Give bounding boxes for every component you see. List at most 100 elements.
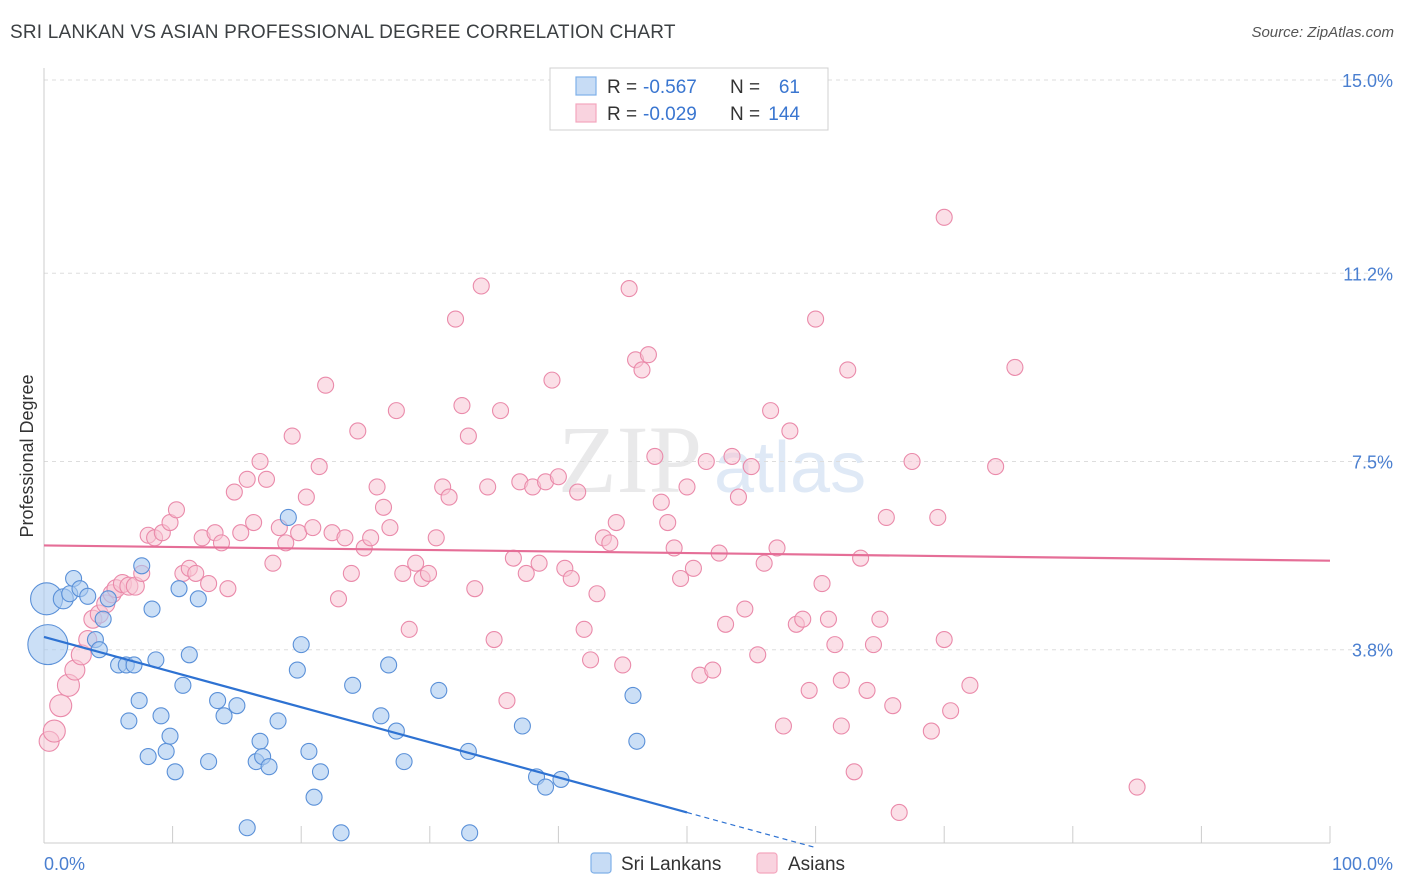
sri-lankan-point: [228, 697, 246, 715]
sri-lankan-point: [170, 580, 188, 598]
sri-lankan-point: [288, 661, 306, 679]
asian-point: [794, 610, 812, 628]
asian-point: [336, 529, 354, 547]
asian-point: [723, 447, 741, 465]
asian-point: [485, 630, 503, 649]
asian-point: [304, 519, 322, 537]
legend-sri-lankans-label: Sri Lankans: [621, 854, 721, 875]
asian-point: [368, 478, 386, 496]
asian-point: [807, 310, 825, 328]
asian-point: [922, 722, 940, 740]
asian-point: [543, 371, 561, 389]
asian-point: [877, 508, 895, 527]
asian-point: [736, 600, 754, 618]
sri-lankan-point: [174, 676, 192, 694]
asian-point: [349, 422, 367, 440]
asian-point: [755, 554, 773, 572]
y-tick-label: 7.5%: [1352, 453, 1393, 473]
y-tick-label: 3.8%: [1352, 641, 1393, 661]
asian-point: [620, 280, 638, 298]
asian-point: [374, 498, 393, 516]
y-tick-label: 15.0%: [1342, 71, 1393, 91]
asian-point: [729, 488, 747, 506]
legend-r-value-2: -0.029: [643, 104, 697, 125]
asian-point: [453, 396, 471, 415]
asian-point: [819, 610, 838, 628]
asian-point: [717, 615, 735, 633]
asian-point: [614, 656, 632, 674]
asian-point: [762, 402, 780, 420]
asian-point: [459, 427, 477, 445]
asian-point: [251, 452, 269, 471]
tick-labels: 3.8% 7.5% 11.2% 15.0% 0.0% 100.0%: [44, 71, 1393, 874]
asian-point: [219, 580, 237, 598]
asian-point: [942, 702, 960, 720]
sri-lankan-point: [139, 747, 157, 766]
legend-r-value-1: -0.567: [643, 77, 697, 98]
asian-point: [297, 488, 315, 506]
asian-point: [633, 361, 651, 379]
asian-point: [1128, 778, 1146, 796]
y-tick-label: 11.2%: [1343, 264, 1393, 284]
sri-lankan-point: [461, 824, 479, 842]
asian-point: [601, 534, 619, 552]
legend-asians-swatch: [756, 852, 778, 874]
asian-point: [800, 681, 818, 699]
asian-point: [929, 508, 947, 527]
asian-point: [672, 569, 690, 588]
asian-point: [317, 376, 335, 394]
sri-lankan-point: [269, 712, 287, 730]
asian-point: [517, 564, 535, 582]
asian-point: [446, 310, 465, 328]
asian-point: [588, 585, 606, 603]
legend-asians-label: Asians: [788, 854, 845, 875]
sri-lankan-point: [166, 763, 184, 781]
sri-lankans-points: [27, 508, 646, 842]
asian-point: [813, 575, 831, 593]
sri-lankan-point: [79, 587, 97, 605]
asian-point: [781, 422, 799, 440]
sri-lankan-point: [161, 727, 179, 745]
asians-points: [38, 208, 1146, 822]
sri-lankan-point: [513, 717, 531, 735]
legend-r-label-1: R =: [607, 77, 637, 98]
sri-lankan-point: [292, 636, 310, 654]
sri-lankan-point: [238, 819, 256, 837]
asian-point: [890, 803, 908, 822]
source-label: Source: ZipAtlas.com: [1251, 24, 1394, 41]
asian-point: [264, 554, 282, 572]
asian-point: [678, 478, 696, 496]
asian-point: [407, 554, 425, 572]
asian-point: [569, 483, 587, 501]
asian-point: [472, 277, 490, 295]
sri-lankan-point: [251, 732, 269, 750]
sri-lankan-point: [628, 732, 646, 750]
asian-point: [440, 488, 458, 506]
sri-lankan-point: [279, 508, 297, 527]
sri-lankan-point: [380, 656, 398, 674]
asian-point: [852, 549, 870, 567]
asian-point: [187, 564, 205, 582]
axes: [43, 68, 1331, 844]
trend-lines: [43, 544, 1331, 849]
legend-n-label-1: N =: [730, 77, 760, 98]
sri-lankan-point: [332, 824, 350, 842]
sri-lankans-trend-line: [43, 635, 688, 814]
asian-point: [987, 458, 1005, 476]
sri-lankan-point: [200, 753, 218, 771]
sri-lankan-point: [27, 624, 69, 666]
asian-point: [581, 651, 600, 669]
asian-point: [903, 452, 921, 471]
sri-lankan-point: [344, 676, 362, 694]
asian-point: [549, 468, 567, 486]
sri-lankans-trend-extension: [686, 811, 816, 849]
asian-point: [200, 575, 218, 593]
sri-lankan-point: [209, 692, 227, 710]
sri-lankan-point: [143, 600, 161, 618]
sri-lankan-point: [260, 758, 278, 776]
sri-lankan-point: [157, 742, 175, 760]
sri-lankan-point: [180, 646, 198, 664]
legend-swatch-pink: [575, 103, 597, 123]
asian-point: [394, 564, 412, 582]
